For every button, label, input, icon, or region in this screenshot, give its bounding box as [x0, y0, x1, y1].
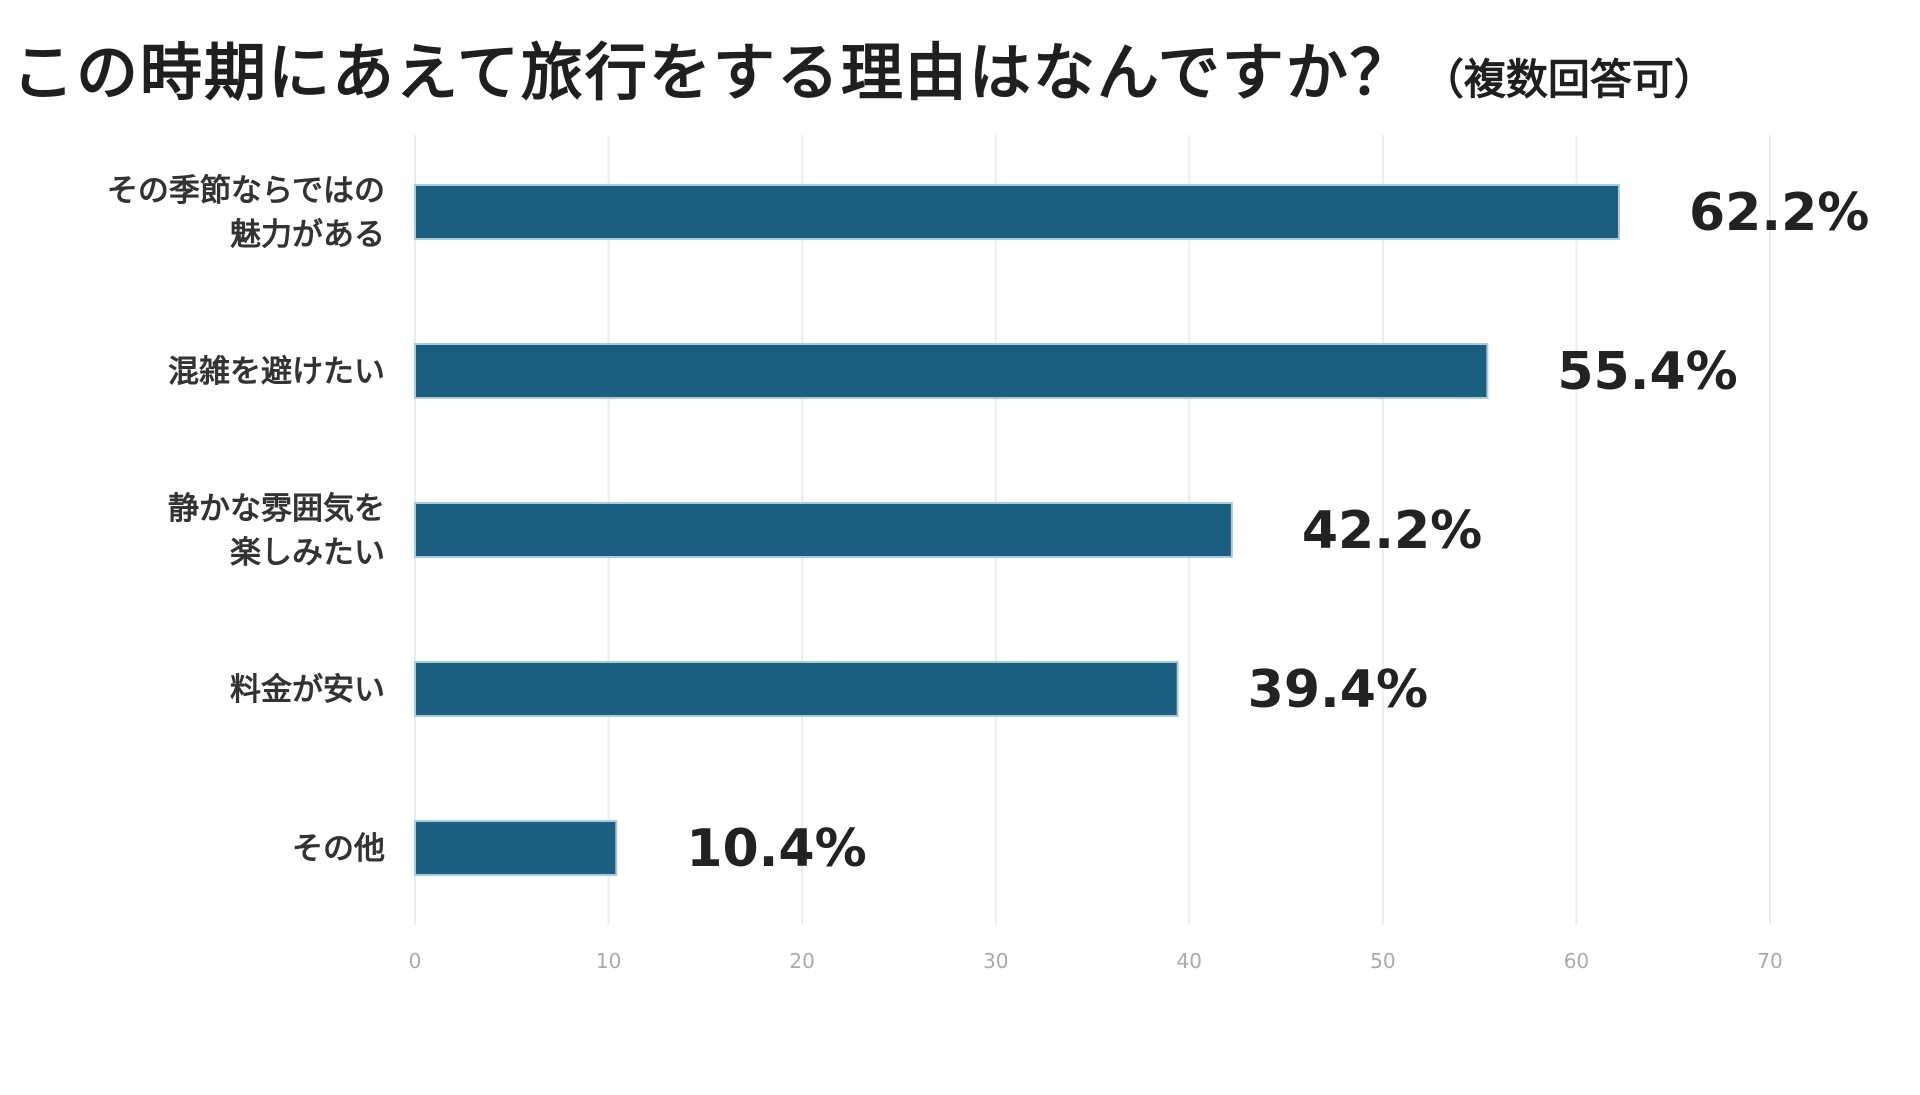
- bar: [414, 820, 618, 876]
- category-label: その他: [292, 831, 385, 867]
- x-tick-label: 70: [1757, 949, 1782, 973]
- category-label: 静かな雰囲気を: [168, 491, 385, 527]
- data-label: 10.4%: [686, 819, 866, 879]
- category-label: 楽しみたい: [230, 535, 385, 571]
- x-tick-label: 50: [1370, 949, 1395, 973]
- data-label: 39.4%: [1248, 660, 1428, 720]
- category-label: 料金が安い: [230, 672, 385, 708]
- bar-layer: [414, 184, 1621, 876]
- data-label: 42.2%: [1302, 501, 1482, 561]
- bar: [414, 184, 1621, 240]
- bar: [414, 661, 1179, 717]
- data-label: 62.2%: [1689, 183, 1869, 243]
- chart-title-main: この時期にあえて旅行をする理由はなんですか？: [12, 36, 1414, 109]
- x-tick-label: 10: [596, 949, 621, 973]
- data-label: 55.4%: [1557, 342, 1737, 402]
- bar: [414, 502, 1233, 558]
- x-tick-label: 0: [409, 949, 422, 973]
- category-label: 魅力がある: [230, 217, 385, 253]
- category-label: その季節ならではの: [107, 173, 385, 209]
- x-tick-label: 20: [789, 949, 814, 973]
- x-tick-label: 40: [1177, 949, 1202, 973]
- chart-title: この時期にあえて旅行をする理由はなんですか？ （複数回答可）: [12, 22, 1716, 112]
- category-label: 混雑を避けたい: [168, 354, 385, 390]
- bar: [414, 343, 1489, 399]
- x-tick-label: 30: [983, 949, 1008, 973]
- x-tick-label: 60: [1564, 949, 1589, 973]
- chart-subtitle: （複数回答可）: [1421, 55, 1716, 104]
